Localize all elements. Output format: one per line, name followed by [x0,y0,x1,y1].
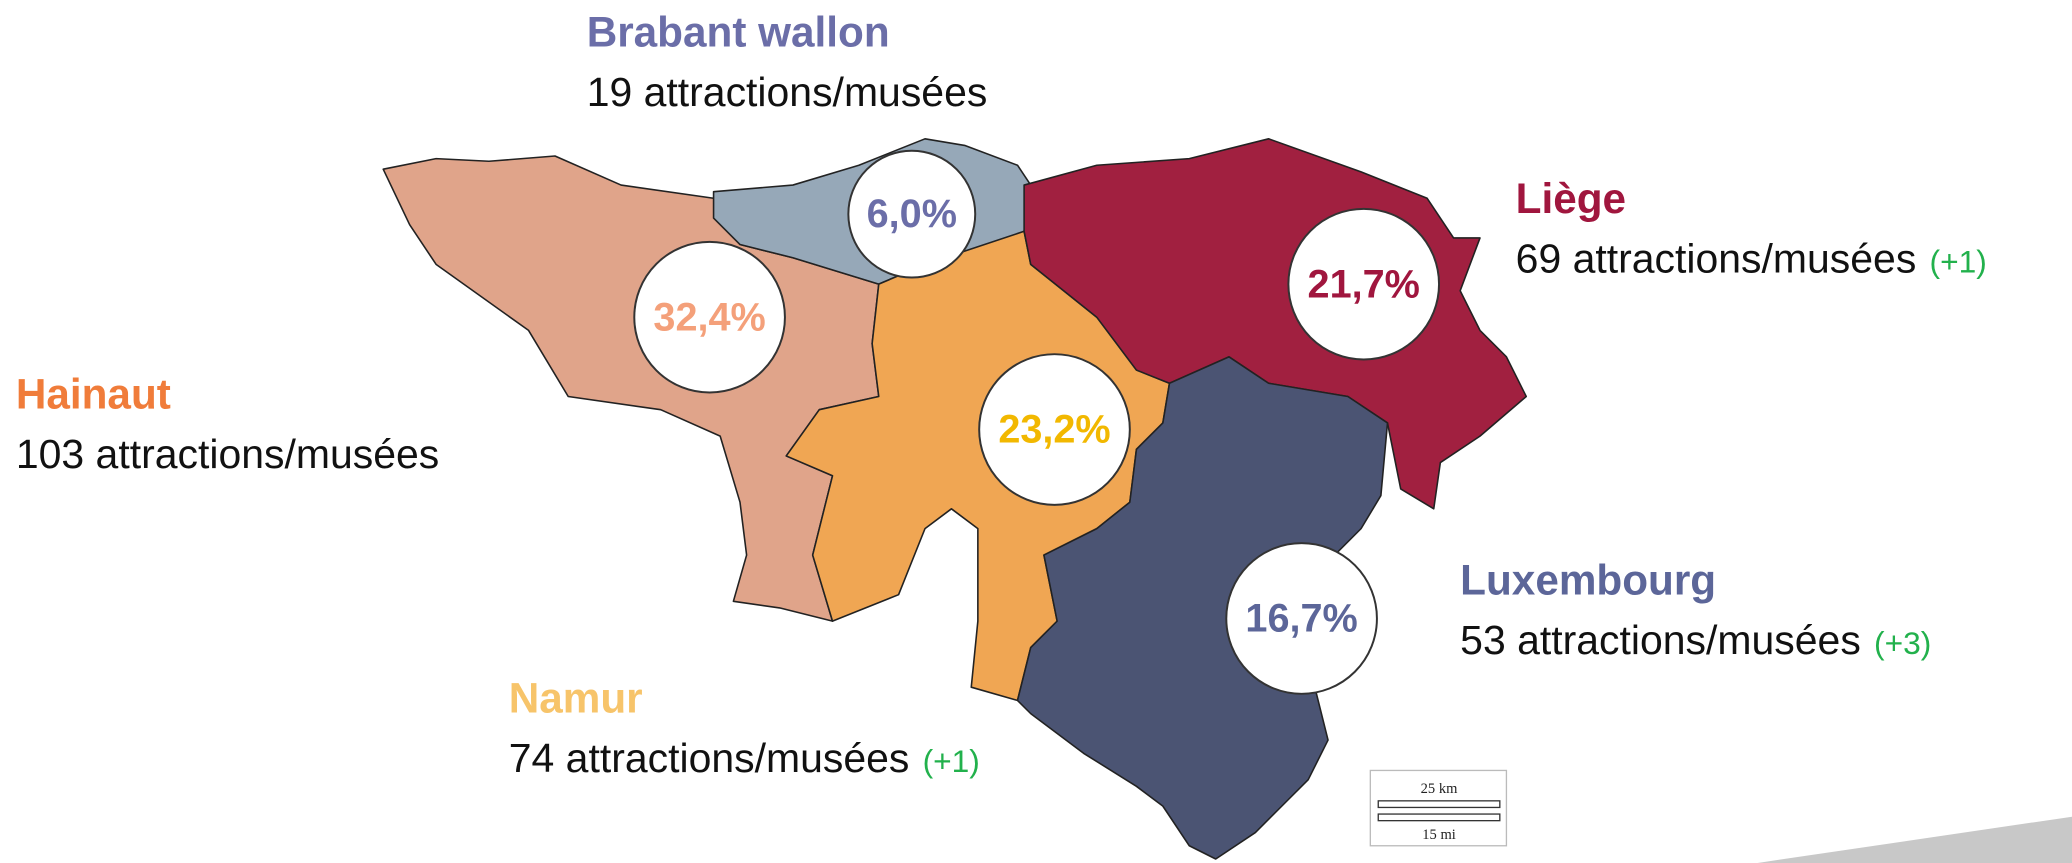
share-label: 23,2% [998,408,1110,452]
swoosh [1757,816,2072,863]
region-count: 69 attractions/musées [1516,235,1917,281]
region-change: (+1) [923,743,980,779]
share-label: 21,7% [1308,262,1420,306]
share-label: 6,0% [867,192,957,236]
region: 23,2% Namur 74 attractions/musées (+1) [509,353,1131,781]
region-count-line: 53 attractions/musées (+3) [1460,617,1931,663]
scale-km: 25 km [1421,781,1458,797]
region-change: (+1) [1930,243,1987,279]
share-badge [847,149,977,279]
region-count-line: 19 attractions/musées [587,69,988,115]
region-count: 74 attractions/musées [509,735,910,781]
share-label: 32,4% [653,295,765,339]
region: 6,0% Brabant wallon 19 attractions/musées [587,8,988,279]
region-count-line: 74 attractions/musées (+1) [509,735,980,781]
luxembourg-area [1016,356,1389,860]
region-count-line: 103 attractions/musées [16,431,439,477]
region-count: 19 attractions/musées [587,69,988,115]
region: 16,7% Luxembourg 53 attractions/musées (+3) [1225,542,1931,695]
region-name: Liège [1516,175,1626,222]
region: 32,4% Hainaut 103 attractions/musées [16,240,786,477]
share-label: 16,7% [1245,597,1357,641]
share-badge [1225,542,1378,695]
region-name: Brabant wallon [587,8,890,55]
share-badge [633,240,786,394]
region-name: Hainaut [16,370,171,417]
region-count: 103 attractions/musées [16,431,439,477]
scale-mi: 15 mi [1422,827,1455,843]
region-change: (+3) [1874,625,1931,661]
region-count-line: 69 attractions/musées (+1) [1516,235,1987,281]
region: 21,7% Liège 69 attractions/musées (+1) [1287,175,1987,361]
scale-bar: 25 km 15 mi [1369,769,1508,847]
share-badge [978,353,1131,506]
share-badge [1287,207,1441,361]
region-name: Luxembourg [1460,557,1716,604]
region-count: 53 attractions/musées [1460,617,1861,663]
region-name: Namur [509,674,643,721]
